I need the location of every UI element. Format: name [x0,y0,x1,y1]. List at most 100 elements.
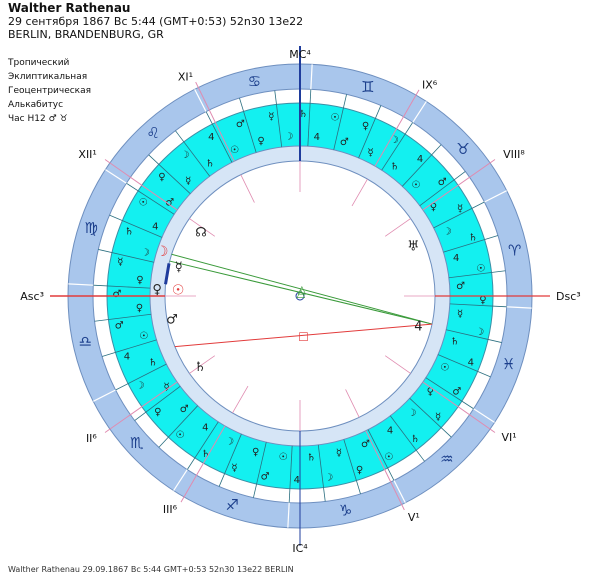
house-ix-cusp [374,89,420,167]
jupiter-icon: 4 [202,422,208,433]
house-label-dsc: Dsc³ [556,290,581,303]
mars-icon: ♂ [180,404,189,415]
venus-icon: ♀ [356,465,363,476]
saturn-icon: ♄ [148,357,157,368]
degree-band-divider [94,313,152,322]
mars-planet-icon[interactable]: ♂ [166,313,178,328]
degree-band-divider [343,439,361,495]
sun-icon: ☉ [440,363,449,374]
node-planet-icon[interactable]: ☊ [195,226,207,241]
zodiac-sign-divider [173,469,188,491]
sun-icon: ☉ [411,180,420,191]
capricorn-sign-icon: ♑ [339,502,352,520]
venus-icon: ♀ [252,447,259,458]
leo-sign-icon: ♌ [146,124,159,142]
uranus-planet-icon[interactable]: ♅ [407,239,420,255]
sun-icon: ☉ [230,145,239,156]
saturn-icon: ♄ [299,109,308,120]
mercury-icon: ☿ [435,412,441,423]
degree-band-divider [134,385,181,421]
setting-coordinates: Эклиптикальная [8,72,88,82]
moon-icon: ☽ [284,131,293,142]
sun-planet-icon[interactable]: ☉ [172,283,185,299]
degree-band-divider [433,201,485,229]
mars-icon: ♂ [456,281,465,292]
mercury-icon: ☿ [457,309,463,320]
gemini-sign-icon: ♊ [361,78,374,96]
degree-band-divider [274,90,283,148]
degree-band-divider [402,144,442,187]
aspect-symbol: △ [297,287,306,300]
house-label-vi: VI¹ [502,431,517,444]
moon-trine-jupiter-line [171,253,433,325]
venus-icon: ♀ [430,202,437,213]
mars-icon: ♂ [115,321,124,332]
degree-band-divider [148,154,191,194]
aries-sign-icon: ♈ [508,241,521,259]
setting-center: Геоцентрическая [8,86,92,96]
person-name: Walther Rathenau [8,1,131,15]
birth-datetime: 29 сентября 1867 Вс 5:44 (GMT+0:53) 52n3… [8,15,304,28]
venus-icon: ♀ [136,303,143,314]
degree-band-divider [93,284,151,289]
moon-icon: ☽ [390,135,399,146]
mercury-icon: ☿ [185,176,191,187]
degree-band-divider [443,235,499,253]
saturn-square-jupiter-line [174,323,433,348]
house-label-asc: Asc³ [20,290,44,303]
degree-band-divider [101,339,157,357]
jupiter-icon: 4 [294,475,300,486]
saturn-icon: ♄ [411,434,420,445]
mars-icon: ♂ [340,137,349,148]
mars-icon: ♂ [261,472,270,483]
libra-sign-icon: ♎ [79,333,92,351]
sun-icon: ☉ [279,452,288,463]
house-iii-cusp [180,425,226,503]
moon-planet-icon[interactable]: ☽ [156,244,169,260]
zodiac-sign-divider [412,101,427,123]
moon-icon: ☽ [225,437,234,448]
aspect-symbol: □ [298,329,308,342]
chart-footer: Walther Rathenau 29.09.1867 Вс 5:44 GMT+… [8,565,294,574]
sun-icon: ☉ [330,112,339,123]
venus-planet-icon[interactable]: ♀ [152,283,162,298]
saturn-icon: ♄ [390,162,399,173]
mars-icon: ♂ [438,177,447,188]
venus-icon: ♀ [154,407,161,418]
moon-icon: ☽ [443,227,452,238]
house-xii-cusp [104,159,178,211]
zodiac-sign-divider [68,283,94,286]
venus-icon: ♀ [362,121,369,132]
mars-icon: ♂ [452,386,461,397]
degree-band-divider [389,415,425,462]
degree-band-divider [239,97,257,153]
house-label-v: V¹ [408,511,420,524]
mercury-icon: ☿ [268,111,274,122]
conjunction-bar [164,263,171,285]
degree-band-divider [409,398,452,438]
mercury-planet-icon[interactable]: ☿ [175,260,183,275]
chart-settings-list: Тропический Эклиптикальная Геоцентрическ… [8,56,91,126]
mars-icon: ♂ [236,119,245,130]
moon-icon: ☽ [324,473,333,484]
moon-icon: ☽ [135,381,144,392]
setting-zodiac: Тропический [8,58,70,68]
jupiter-icon: 4 [314,132,320,143]
inner-cusp-tick [240,174,255,203]
cancer-sign-icon: ♋ [248,72,261,90]
degree-band-divider [419,171,466,207]
scorpio-sign-icon: ♏ [130,434,144,452]
saturn-icon: ♄ [201,449,210,460]
degree-band-divider [307,89,312,147]
zodiac-sign-divider [194,89,207,112]
sun-icon: ☉ [476,263,485,274]
degree-band-divider [358,105,382,159]
house-label-viii: VIII⁸ [503,148,525,161]
inner-cusp-tick [232,385,249,414]
inner-cusp-tick [384,218,411,237]
saturn-planet-icon[interactable]: ♄ [194,360,206,375]
degree-band-divider [175,130,211,177]
jupiter-planet-icon[interactable]: 4 [414,320,422,335]
zodiac-sign-divider [93,389,116,402]
